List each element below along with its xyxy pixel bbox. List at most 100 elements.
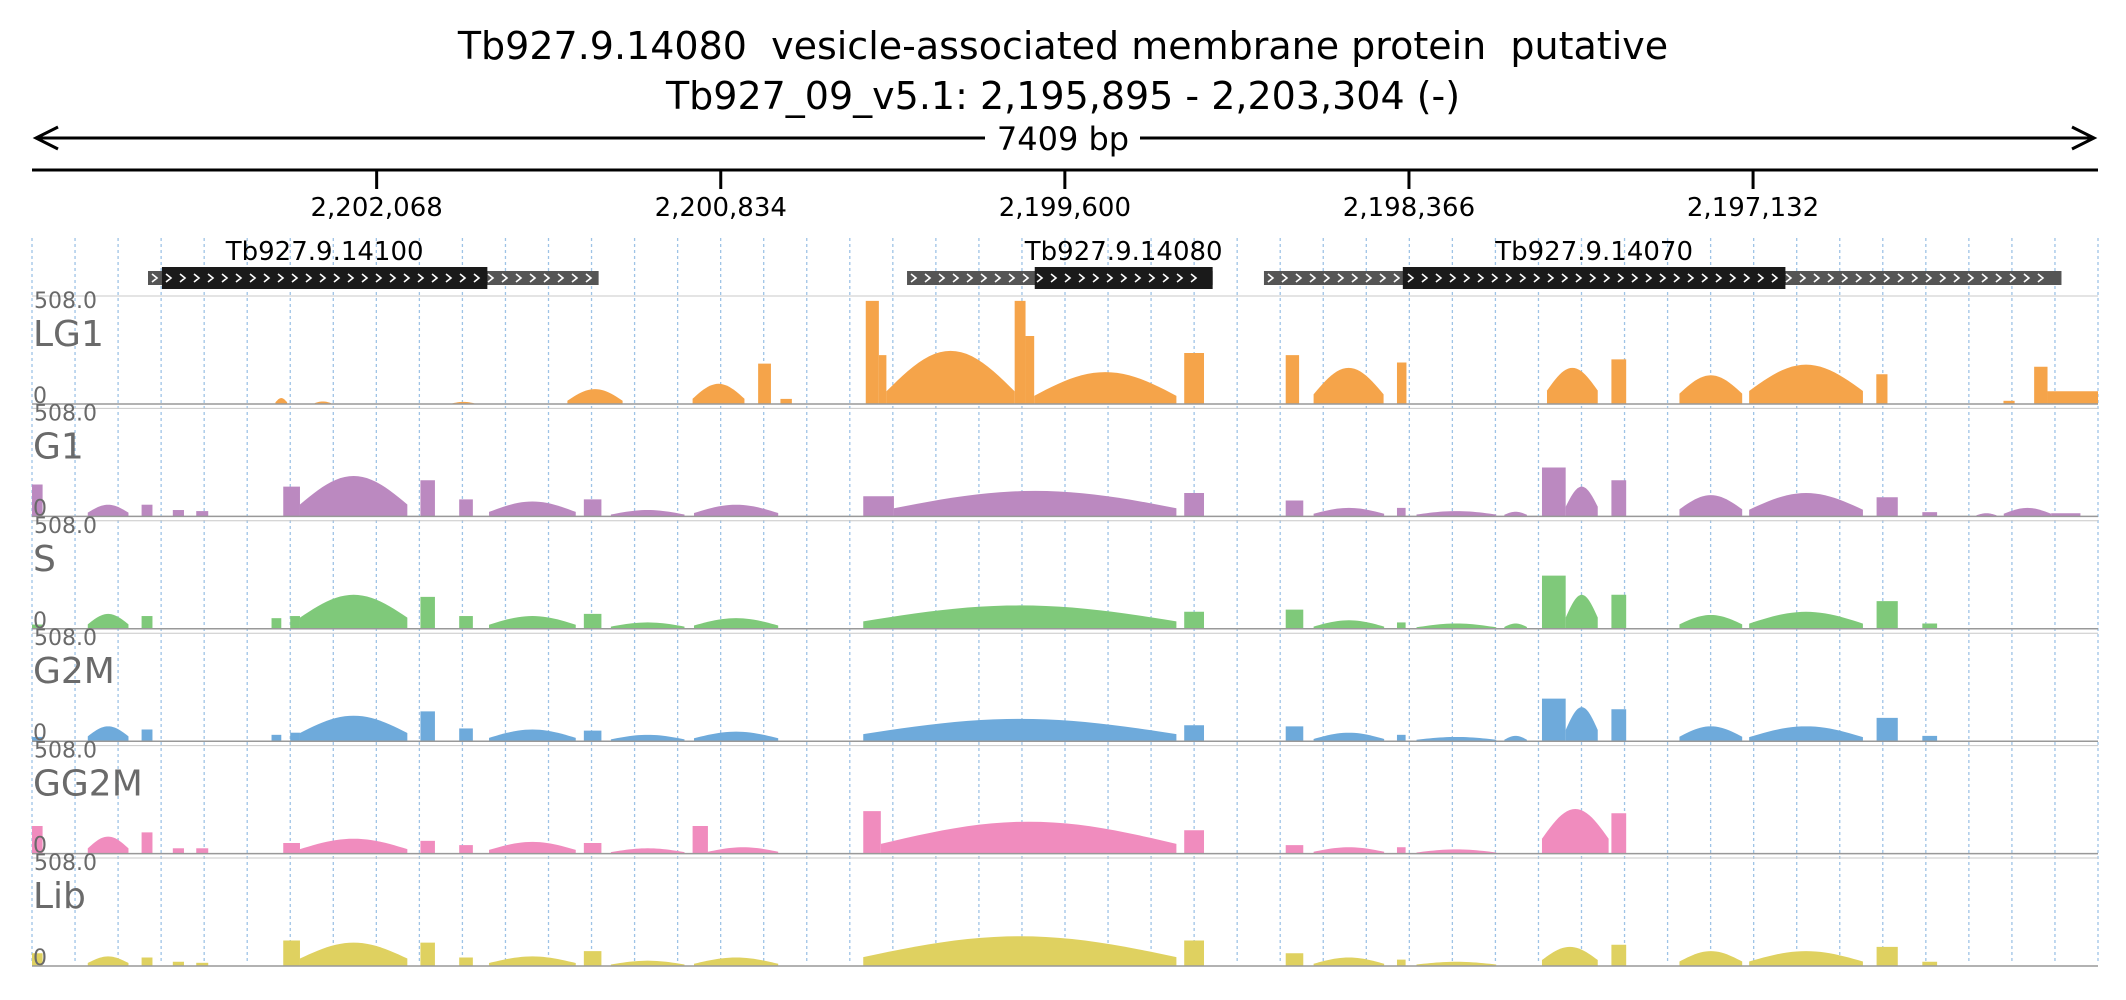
coverage-segment [459, 499, 473, 517]
track-name-label: GG2M [33, 764, 143, 805]
coverage-segment [1876, 601, 1898, 629]
coverage-segment [1679, 375, 1743, 404]
coverage-segment [583, 499, 602, 517]
y-min-label: 0 [33, 834, 47, 859]
coverage-segment [1541, 467, 1566, 517]
coverage-segment [863, 811, 881, 854]
coverage-segment [32, 736, 43, 742]
coverage-segment [420, 480, 435, 517]
coverage-segment [1416, 961, 1497, 966]
coverage-segment [283, 842, 300, 854]
coverage-segment [1922, 623, 1938, 629]
coverage-segment [141, 832, 153, 854]
coverage-segment [583, 951, 602, 966]
coverage-segment [87, 613, 129, 629]
coverage-segment [1313, 367, 1384, 404]
coverage-segment [2051, 513, 2081, 517]
coverage-segment [459, 616, 473, 629]
coverage-segment [610, 510, 685, 517]
tick-label: 2,199,600 [999, 193, 1131, 223]
coverage-segment [459, 845, 473, 854]
track-name-label: LG1 [33, 314, 104, 355]
track-name-label: G1 [33, 426, 84, 467]
coverage-segment [865, 300, 879, 404]
coverage-segment [299, 476, 408, 517]
y-min-label: 0 [33, 496, 47, 521]
coverage-segment [1679, 614, 1743, 629]
strand-chevrons [1267, 273, 2045, 283]
coverage-segment [1679, 726, 1743, 742]
coverage-segment [1184, 940, 1205, 966]
coverage-segment [693, 957, 779, 966]
coverage-segment [1876, 497, 1898, 517]
y-min-label: 0 [33, 384, 47, 409]
coverage-segment [420, 942, 435, 966]
coverage-segment [489, 956, 576, 966]
coverage-segment [299, 942, 408, 966]
coverage-segment [299, 838, 408, 854]
coverage-segment [1504, 735, 1527, 742]
coverage-segment [886, 350, 1015, 404]
coverage-segment [1416, 849, 1497, 854]
coverage-segment [758, 363, 771, 404]
gene-label: Tb927.9.14080 [1024, 237, 1223, 267]
coverage-segment [1396, 847, 1406, 854]
coverage-segment [1611, 813, 1627, 854]
gene-label: Tb927.9.14070 [1494, 237, 1693, 267]
coverage-segment [1611, 594, 1627, 629]
coverage-segment [863, 605, 1177, 629]
coverage-segment [2047, 391, 2098, 404]
y-max-label: 508.0 [34, 289, 97, 314]
coverage-segment [141, 504, 153, 517]
tick-label: 2,202,068 [310, 193, 442, 223]
coverage-segment [880, 821, 1177, 854]
coverage-segment [196, 962, 209, 966]
track-s: 508.0S 0 [32, 514, 2098, 634]
coverage-segment [1034, 372, 1177, 404]
coverage-segment [87, 726, 129, 742]
coverage-segment [172, 510, 184, 517]
coverage-segment [1749, 726, 1863, 742]
coverage-segment [2003, 507, 2052, 517]
coverage-segment [32, 825, 43, 854]
coverage-segment [692, 383, 745, 404]
coverage-segment [1876, 717, 1898, 742]
coverage-segment [693, 504, 779, 517]
coverage-segment [1285, 845, 1304, 854]
coverage-segment [1541, 946, 1598, 966]
coverage-segment [610, 622, 685, 629]
coverage-segment [196, 511, 209, 517]
coverage-segment [489, 616, 576, 629]
coverage-segment [1504, 511, 1527, 517]
coverage-segment [1749, 951, 1863, 966]
coverage-segment [1611, 359, 1627, 404]
coverage-segment [1611, 480, 1627, 517]
coverage-segment [707, 847, 779, 854]
coverage-segment [172, 848, 184, 854]
coverage-segment [1611, 944, 1627, 966]
coverage-segment [1749, 364, 1863, 404]
track-g1: 508.0G1 0 [32, 401, 2098, 521]
coverage-segment [1922, 961, 1938, 966]
span-label: 7409 bp [997, 120, 1129, 158]
span-arrow-right [2071, 125, 2098, 151]
coverage-segment [1313, 620, 1385, 629]
coverage-segment [172, 961, 184, 966]
gene-cds [1034, 267, 1213, 289]
coverage-segment [141, 616, 153, 629]
coverage-segment [1285, 953, 1304, 966]
coverage-segment [1014, 300, 1026, 404]
coverage-segment [863, 718, 1177, 742]
y-min-label: 0 [33, 946, 47, 971]
coverage-segment [1611, 709, 1627, 742]
coverage-segment [1416, 736, 1497, 742]
coverage-segment [1313, 507, 1385, 517]
coverage-segment [275, 398, 288, 404]
coverage-segment [2034, 366, 2048, 404]
tick-label: 2,198,366 [1343, 193, 1475, 223]
track-name-label: G2M [33, 651, 115, 692]
coverage-segment [1922, 735, 1938, 742]
